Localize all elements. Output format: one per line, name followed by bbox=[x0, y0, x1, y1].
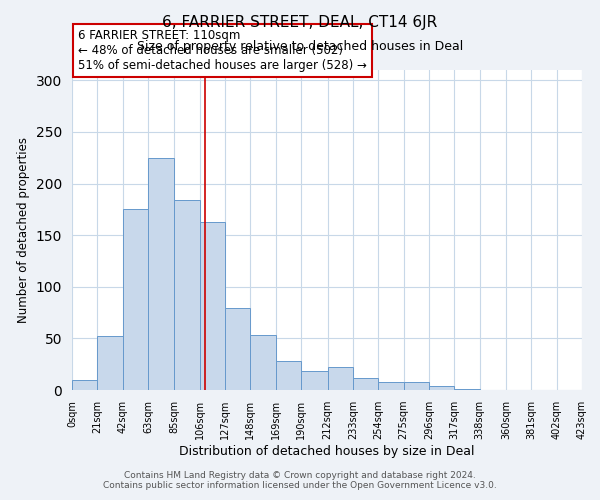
Bar bbox=[353, 378, 378, 390]
Text: 6 FARRIER STREET: 110sqm
← 48% of detached houses are smaller (502)
51% of semi-: 6 FARRIER STREET: 110sqm ← 48% of detach… bbox=[78, 29, 367, 72]
Text: Size of property relative to detached houses in Deal: Size of property relative to detached ho… bbox=[137, 40, 463, 53]
Bar bbox=[175, 200, 200, 390]
Bar bbox=[429, 386, 454, 390]
Bar bbox=[276, 361, 301, 390]
Bar bbox=[328, 368, 353, 390]
Bar bbox=[72, 380, 97, 390]
Bar bbox=[122, 210, 148, 390]
Bar bbox=[378, 382, 404, 390]
Bar bbox=[148, 158, 175, 390]
Text: 6, FARRIER STREET, DEAL, CT14 6JR: 6, FARRIER STREET, DEAL, CT14 6JR bbox=[163, 15, 437, 30]
Bar bbox=[454, 389, 479, 390]
Y-axis label: Number of detached properties: Number of detached properties bbox=[17, 137, 31, 323]
Text: Contains HM Land Registry data © Crown copyright and database right 2024.
Contai: Contains HM Land Registry data © Crown c… bbox=[103, 470, 497, 490]
Bar bbox=[250, 336, 276, 390]
Bar bbox=[97, 336, 122, 390]
Bar bbox=[225, 308, 250, 390]
Bar bbox=[200, 222, 225, 390]
Bar bbox=[301, 372, 328, 390]
X-axis label: Distribution of detached houses by size in Deal: Distribution of detached houses by size … bbox=[179, 445, 475, 458]
Bar bbox=[404, 382, 429, 390]
